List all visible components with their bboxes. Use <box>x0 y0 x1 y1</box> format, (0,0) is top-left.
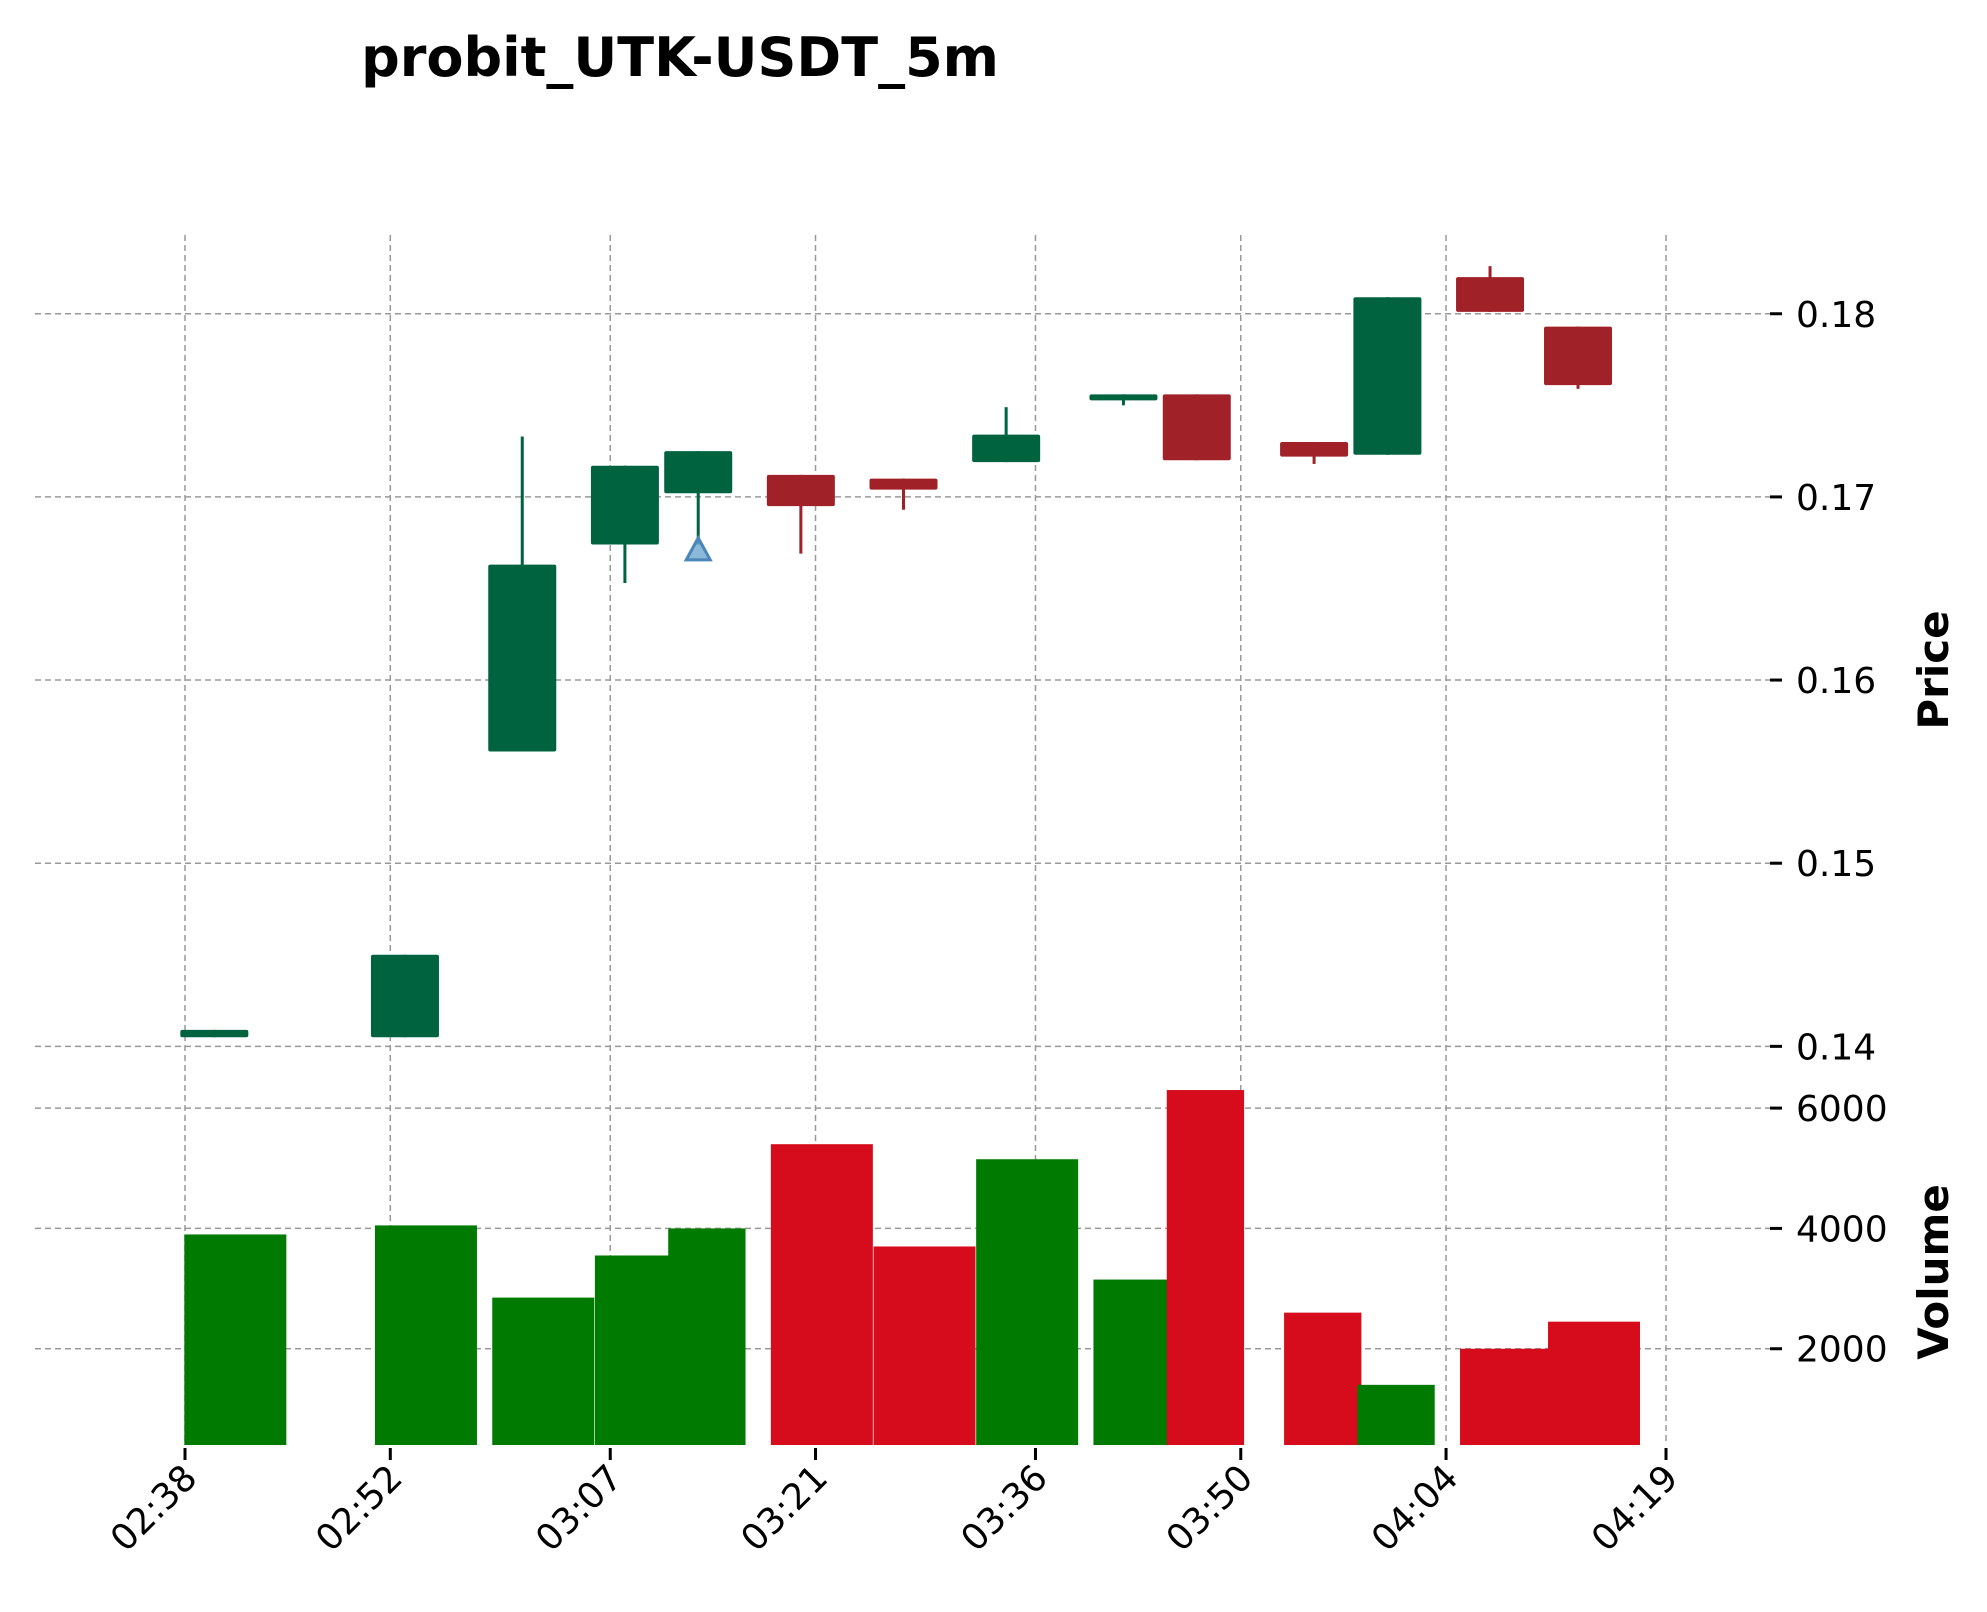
x-tick-label: 03:21 <box>734 1457 836 1559</box>
volume-bar <box>1460 1348 1553 1445</box>
volume-bar <box>770 1144 873 1445</box>
volume-bar <box>976 1159 1079 1445</box>
grid-layer <box>35 235 1770 1445</box>
x-tick-label: 03:36 <box>953 1457 1055 1559</box>
volume-tick-label: 2000 <box>1796 1330 1888 1371</box>
candle <box>1544 326 1613 389</box>
candle <box>1456 266 1525 312</box>
candle-body <box>1089 394 1158 401</box>
candle-body <box>590 465 659 545</box>
candle <box>869 478 938 510</box>
x-tick-label: 04:19 <box>1584 1457 1686 1559</box>
volume-bar <box>1284 1312 1362 1445</box>
candle-body <box>1456 277 1525 312</box>
volume-bar <box>594 1255 673 1445</box>
volume-bar <box>1548 1321 1640 1445</box>
candle-body <box>869 478 938 490</box>
volume-bar <box>492 1297 595 1445</box>
candle-body <box>1280 441 1349 457</box>
signal-marker-triangle <box>683 534 713 562</box>
x-tick-label: 02:52 <box>308 1457 410 1559</box>
volume-tick-label: 6000 <box>1796 1089 1888 1130</box>
candle-body <box>664 451 733 494</box>
volume-bar <box>1166 1090 1245 1445</box>
candles <box>180 266 1613 1038</box>
candle-body <box>370 954 439 1038</box>
x-tick-label: 03:07 <box>528 1457 630 1559</box>
volume-bar <box>668 1228 746 1445</box>
volume-bar <box>1357 1384 1435 1445</box>
candle <box>1162 394 1231 461</box>
candle-body <box>180 1029 249 1038</box>
candle-body <box>766 474 835 507</box>
candle <box>180 1029 249 1038</box>
volume-bar <box>374 1225 477 1445</box>
candle <box>590 465 659 583</box>
volume-tick-label: 4000 <box>1796 1209 1888 1250</box>
chart-title: probit_UTK-USDT_5m <box>361 26 999 89</box>
price-axis-label: Price <box>1909 610 1958 729</box>
volume-bar <box>184 1234 287 1445</box>
candle <box>1280 441 1349 464</box>
candle-body <box>1353 297 1422 455</box>
candle <box>766 474 835 554</box>
x-tick-label: 03:50 <box>1159 1457 1261 1559</box>
volume-bars <box>184 1090 1640 1445</box>
candle <box>972 407 1041 463</box>
candle-body <box>488 564 557 752</box>
candle-body <box>1162 394 1231 461</box>
price-tick-label: 0.18 <box>1796 295 1876 336</box>
candle <box>664 451 733 545</box>
candle <box>488 436 557 752</box>
price-tick-label: 0.16 <box>1796 661 1876 702</box>
candle <box>1353 297 1422 455</box>
price-tick-label: 0.15 <box>1796 844 1876 885</box>
markers <box>683 534 713 562</box>
x-tick-label: 04:04 <box>1364 1457 1466 1559</box>
price-tick-label: 0.14 <box>1796 1027 1876 1068</box>
x-tick-label: 02:38 <box>103 1457 205 1559</box>
candle-body <box>972 434 1041 463</box>
candle <box>1089 394 1158 406</box>
candle <box>370 954 439 1038</box>
volume-bar <box>1093 1279 1171 1445</box>
price-tick-label: 0.17 <box>1796 478 1876 519</box>
volume-axis-label: Volume <box>1909 1184 1958 1360</box>
candle-body <box>1544 326 1613 386</box>
volume-bar <box>873 1246 976 1445</box>
